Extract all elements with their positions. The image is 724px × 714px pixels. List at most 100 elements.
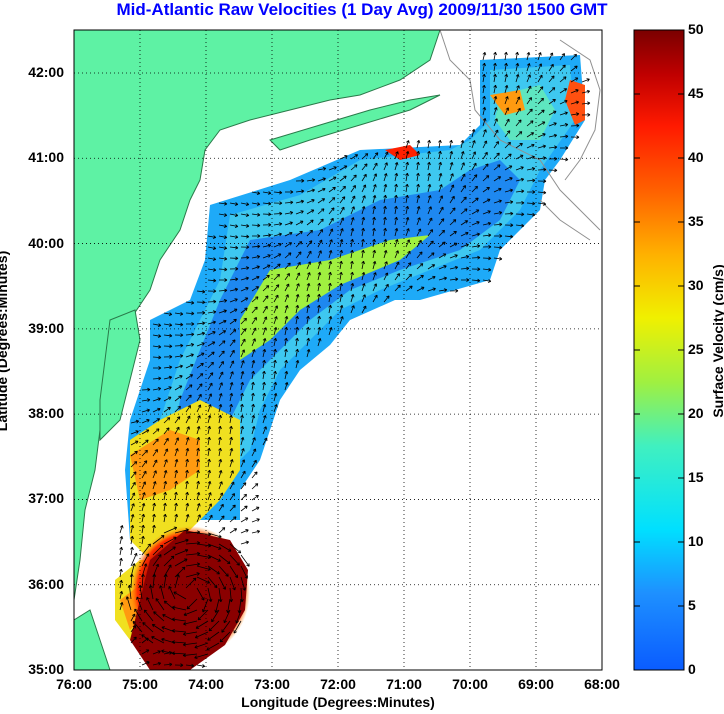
velocity-arrow xyxy=(515,62,520,72)
velocity-arrow xyxy=(171,651,187,656)
velocity-arrow xyxy=(174,469,179,479)
velocity-arrow xyxy=(251,483,259,490)
y-tick-label: 38:00 xyxy=(28,405,64,422)
velocity-arrow xyxy=(218,224,228,228)
velocity-arrow xyxy=(262,254,271,259)
velocity-arrow xyxy=(141,470,147,479)
velocity-arrow xyxy=(151,623,165,633)
velocity-arrow xyxy=(218,543,232,552)
velocity-arrow xyxy=(134,608,143,622)
velocity-arrow xyxy=(262,285,270,292)
velocity-arrow xyxy=(136,596,143,611)
velocity-arrow xyxy=(174,405,181,413)
velocity-arrow xyxy=(125,596,132,611)
velocity-arrow xyxy=(493,164,501,171)
velocity-arrow xyxy=(196,393,202,402)
velocity-arrow xyxy=(427,183,432,193)
velocity-arrow xyxy=(405,273,412,281)
velocity-arrow xyxy=(194,631,209,639)
velocity-arrow xyxy=(174,311,184,316)
velocity-arrow xyxy=(240,307,248,314)
velocity-arrow xyxy=(196,426,201,435)
velocity-arrow xyxy=(438,265,447,270)
velocity-arrow xyxy=(438,206,444,215)
velocity-arrow xyxy=(207,425,212,435)
velocity-arrow xyxy=(163,365,173,370)
colorbar-tick-label: 10 xyxy=(688,533,704,549)
velocity-arrow xyxy=(449,265,459,270)
velocity-arrow xyxy=(526,63,531,72)
velocity-arrow xyxy=(438,218,445,226)
velocity-arrow xyxy=(196,352,205,358)
velocity-arrow xyxy=(218,371,224,380)
velocity-arrow xyxy=(185,353,194,358)
colorbar-tick-label: 25 xyxy=(688,341,704,357)
velocity-arrow xyxy=(152,470,157,479)
velocity-arrow xyxy=(482,84,486,94)
velocity-arrow xyxy=(240,266,250,270)
velocity-arrow xyxy=(284,210,294,215)
velocity-arrow xyxy=(295,315,299,325)
velocity-arrow xyxy=(218,436,222,446)
velocity-arrow xyxy=(482,198,491,204)
velocity-arrow xyxy=(141,543,151,556)
velocity-arrow xyxy=(515,74,520,83)
velocity-arrow xyxy=(174,458,179,468)
velocity-arrow xyxy=(251,529,261,534)
velocity-arrow xyxy=(427,161,431,171)
velocity-arrow xyxy=(153,611,165,622)
velocity-arrow xyxy=(438,139,442,149)
velocity-arrow xyxy=(185,384,193,391)
velocity-arrow xyxy=(229,414,233,424)
velocity-arrow xyxy=(372,194,377,204)
velocity-arrow xyxy=(537,63,543,72)
velocity-arrow xyxy=(383,227,387,237)
velocity-arrow xyxy=(218,361,224,369)
velocity-arrow xyxy=(206,642,220,651)
velocity-arrow xyxy=(273,273,280,281)
velocity-arrow xyxy=(504,188,513,193)
velocity-arrow xyxy=(196,503,201,512)
velocity-arrow xyxy=(218,309,227,314)
velocity-arrow xyxy=(152,355,162,360)
velocity-arrow xyxy=(295,220,304,226)
velocity-arrow xyxy=(581,112,591,117)
velocity-arrow xyxy=(229,245,239,250)
velocity-arrow xyxy=(262,233,272,238)
velocity-arrow xyxy=(317,304,321,314)
velocity-arrow xyxy=(141,661,150,666)
velocity-arrow xyxy=(185,332,195,337)
velocity-arrow xyxy=(526,51,531,61)
velocity-arrow xyxy=(449,277,459,282)
velocity-arrow xyxy=(262,370,266,380)
velocity-arrow xyxy=(438,184,443,193)
velocity-arrow xyxy=(229,339,236,347)
velocity-arrow xyxy=(471,209,480,215)
velocity-arrow xyxy=(130,430,139,435)
velocity-arrow xyxy=(526,85,532,94)
velocity-arrow xyxy=(207,436,211,446)
velocity-arrow xyxy=(185,405,191,413)
velocity-arrow xyxy=(328,197,336,204)
velocity-arrow xyxy=(526,190,536,194)
velocity-arrow xyxy=(504,73,509,83)
velocity-arrow xyxy=(427,287,436,292)
velocity-arrow xyxy=(251,317,257,325)
velocity-arrow xyxy=(229,470,234,479)
velocity-arrow xyxy=(460,162,465,171)
velocity-arrow xyxy=(219,631,231,643)
velocity-arrow xyxy=(152,344,162,349)
velocity-arrow xyxy=(361,260,365,270)
velocity-arrow xyxy=(493,222,503,227)
velocity-arrow xyxy=(130,514,135,523)
velocity-arrow xyxy=(328,260,333,270)
velocity-arrow xyxy=(229,266,239,271)
velocity-arrow xyxy=(295,283,300,292)
velocity-arrow xyxy=(328,282,332,292)
velocity-arrow xyxy=(229,202,239,206)
velocity-arrow xyxy=(163,333,173,338)
velocity-arrow xyxy=(526,132,535,138)
velocity-arrow xyxy=(171,617,187,622)
velocity-arrow xyxy=(218,278,228,282)
velocity-arrow xyxy=(229,287,239,292)
